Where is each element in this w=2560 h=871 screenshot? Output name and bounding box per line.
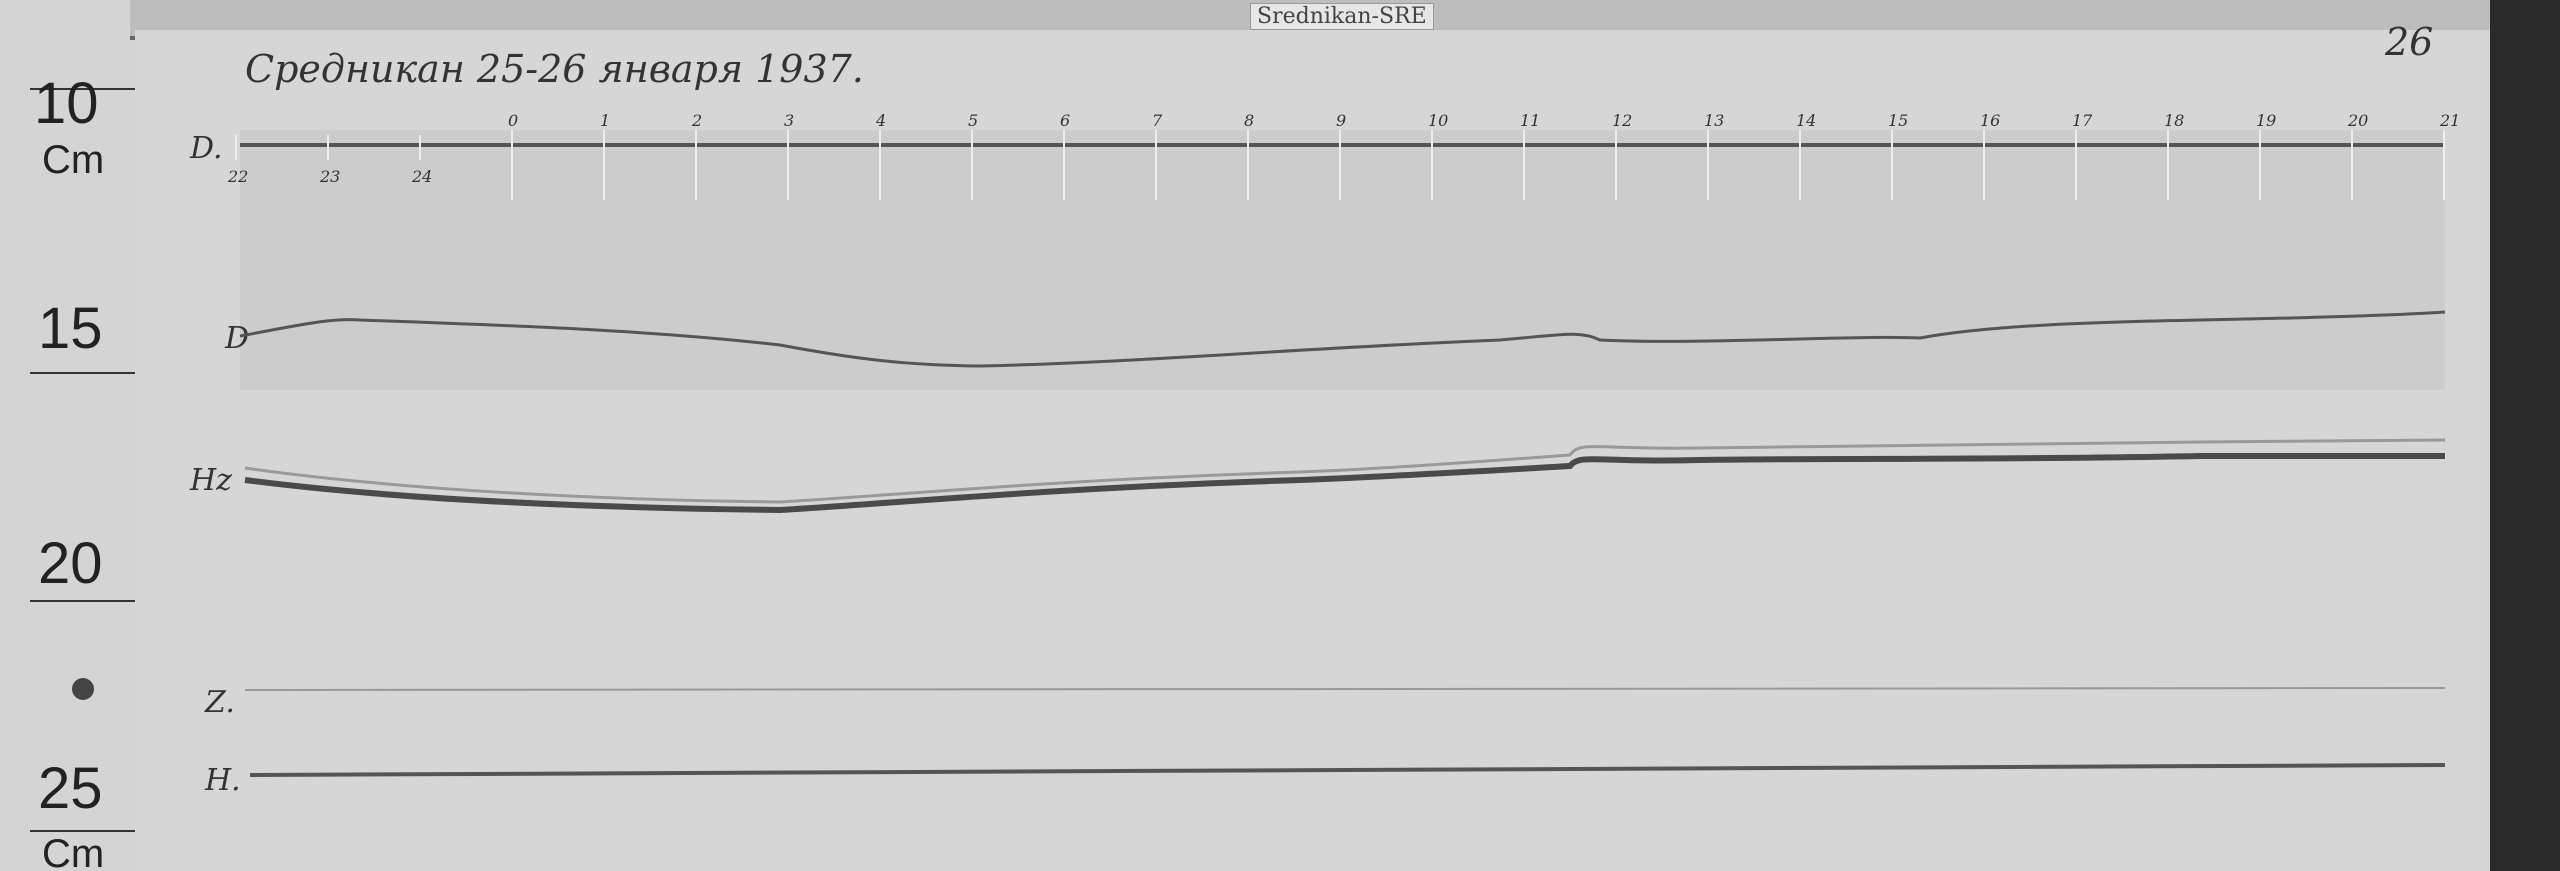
z-baseline-label: Z.: [204, 685, 235, 720]
station-label: Srednikan-SRE: [1250, 3, 1434, 30]
hour-label: 4: [875, 111, 886, 130]
hour-label: 6: [1060, 111, 1070, 130]
ruler-unit: Cm: [42, 138, 105, 182]
sheet-number: 26: [2384, 20, 2433, 64]
ruler-tick: [30, 372, 135, 374]
hour-label: 5: [968, 111, 978, 130]
hour-label-previous-day: 24: [411, 167, 432, 186]
hz-curve: [244, 453, 2445, 514]
hour-label: 1: [600, 111, 610, 130]
hour-label-previous-day: 22: [227, 167, 248, 186]
hour-label: 17: [2072, 111, 2093, 130]
d-curve-label: D: [224, 321, 249, 356]
h-baseline: [249, 763, 2446, 777]
h-baseline-label: H.: [204, 763, 241, 798]
hour-label: 9: [1336, 111, 1346, 130]
hour-label: 10: [1428, 111, 1448, 130]
hz-curve-label: Hz: [189, 463, 232, 498]
ruler-unit: Cm: [42, 832, 105, 871]
exposure-band: [240, 130, 2445, 390]
d-baseline-label: D.: [189, 131, 223, 166]
d-curve: [239, 310, 2446, 368]
hour-label: 0: [508, 111, 518, 130]
hz-curve-upper: [244, 438, 2446, 504]
ruler-hole: [72, 678, 94, 700]
hour-label: 13: [1704, 111, 1724, 130]
ruler: 10 Cm 15 20 25 Cm: [0, 0, 138, 871]
hour-label: 3: [784, 111, 794, 130]
hour-label: 21: [2439, 111, 2460, 130]
hour-label: 11: [1520, 111, 1540, 130]
background-edge: [2490, 0, 2560, 871]
hour-label: 20: [2347, 111, 2368, 130]
hour-label: 16: [1980, 111, 2000, 130]
hour-label-previous-day: 23: [319, 167, 340, 186]
hour-label: 12: [1612, 111, 1632, 130]
hour-label: 18: [2164, 111, 2184, 130]
ruler-mark-15: 15: [38, 296, 103, 361]
hour-label: 7: [1152, 111, 1163, 130]
ruler-tick: [30, 600, 135, 602]
hour-label: 15: [1888, 111, 1908, 130]
hour-label: 2: [691, 111, 702, 130]
ruler-mark-25: 25: [38, 756, 103, 821]
ruler-mark-20: 20: [38, 531, 103, 596]
heading: Средникан 25-26 января 1937.: [245, 47, 864, 91]
ruler-mark-10: 10: [34, 71, 99, 136]
z-baseline: [244, 687, 2446, 691]
ruler-tick: [30, 830, 135, 832]
ruler-tick: [30, 88, 135, 90]
hour-label: 14: [1796, 111, 1816, 130]
hour-label: 19: [2256, 111, 2276, 130]
hour-label: 8: [1244, 111, 1254, 130]
